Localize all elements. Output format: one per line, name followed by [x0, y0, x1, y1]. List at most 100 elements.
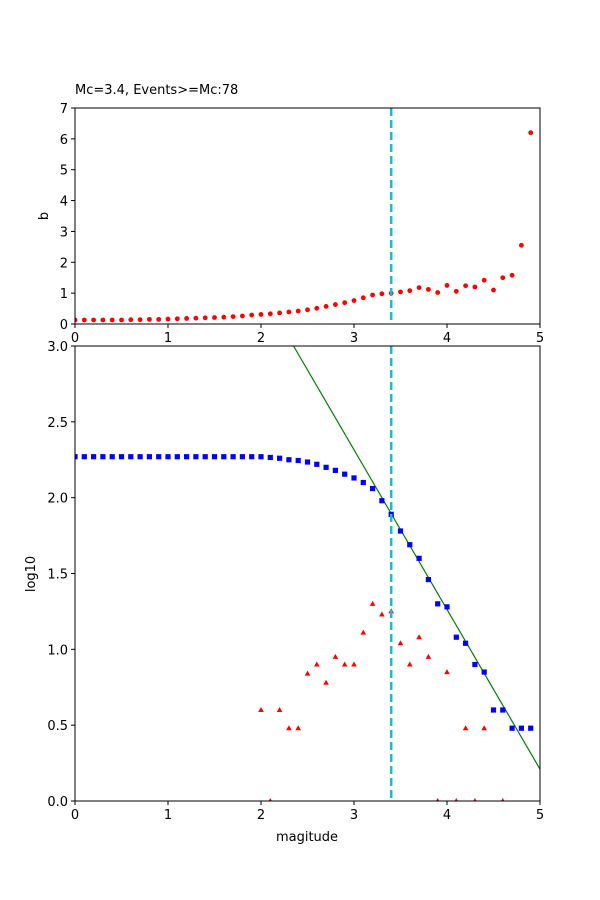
bottom-noncumulative-point — [416, 634, 422, 640]
bottom-x-tick-label: 5 — [536, 808, 544, 823]
bottom-cumulative-point — [528, 725, 534, 731]
bottom-x-tick-label: 2 — [257, 808, 265, 823]
bottom-y-tick-label: 0.0 — [47, 795, 68, 810]
top-b-value-point — [267, 311, 273, 317]
bottom-cumulative-point — [332, 467, 338, 473]
top-x-tick-label: 1 — [164, 331, 172, 346]
bottom-cumulative-point — [258, 454, 264, 460]
top-b-value-point — [128, 317, 134, 323]
top-b-value-point — [379, 291, 385, 297]
top-b-value-point — [500, 275, 506, 281]
bottom-cumulative-point — [137, 454, 143, 460]
bottom-cumulative-point — [397, 528, 404, 534]
top-b-value-point — [75, 317, 78, 323]
bottom-noncumulative-point — [332, 653, 339, 659]
top-b-value-point — [333, 302, 338, 307]
top-b-value-point — [426, 287, 431, 292]
top-b-value-point — [416, 285, 422, 290]
top-b-value-point — [156, 316, 162, 322]
bottom-cumulative-point — [184, 454, 190, 460]
top-b-value-point — [398, 289, 403, 295]
bottom-cumulative-point — [193, 454, 199, 460]
bottom-cumulative-point — [500, 707, 506, 713]
top-b-value-point — [509, 272, 515, 278]
top-b-value-point — [147, 316, 152, 322]
bottom-noncumulative-point — [481, 725, 487, 731]
top-b-value-point — [481, 277, 487, 283]
bottom-noncumulative-point — [258, 707, 264, 712]
bottom-cumulative-point — [453, 634, 459, 640]
top-y-axis-label: b — [37, 212, 52, 220]
bottom-clipped-marks — [75, 346, 540, 801]
bottom-cumulative-point — [472, 661, 478, 668]
top-b-value-point — [370, 292, 375, 298]
bottom-y-axis-label: log10 — [24, 556, 39, 592]
bottom-cumulative-point — [156, 454, 162, 460]
top-b-value-point — [407, 288, 413, 294]
top-b-value-point — [193, 315, 199, 321]
bottom-cumulative-point — [425, 576, 431, 583]
bottom-cumulative-point — [75, 454, 78, 460]
bottom-noncumulative-point — [379, 611, 385, 617]
bottom-cumulative-point — [221, 454, 227, 460]
bottom-noncumulative-point — [436, 798, 440, 801]
top-b-value-point — [165, 316, 171, 322]
top-y-tick-label: 7 — [60, 102, 68, 117]
top-b-value-point — [240, 313, 245, 319]
top-axes-frame — [74, 107, 541, 325]
bottom-noncumulative-point — [314, 661, 320, 667]
bottom-cumulative-point — [267, 454, 273, 461]
bottom-cumulative-point — [379, 498, 385, 504]
bottom-noncumulative-point — [473, 798, 477, 801]
top-b-value-point — [360, 295, 366, 301]
top-b-value-point — [221, 314, 227, 320]
bottom-cumulative-point — [211, 454, 218, 460]
bottom-noncumulative-point — [397, 640, 404, 646]
bottom-cumulative-point — [509, 725, 515, 731]
bottom-cumulative-point — [416, 555, 422, 561]
bottom-cumulative-point — [128, 454, 134, 460]
top-b-value-point — [491, 287, 496, 293]
top-b-value-point — [81, 317, 87, 323]
bottom-noncumulative-point — [276, 707, 283, 712]
top-x-tick-label: 4 — [443, 331, 451, 346]
top-chart-title: Mc=3.4, Events>=Mc:78 — [75, 83, 238, 98]
bottom-noncumulative-point — [341, 661, 348, 667]
top-x-tick-label: 5 — [536, 331, 544, 346]
bottom-cumulative-point — [323, 464, 329, 470]
bottom-noncumulative-point — [360, 629, 367, 635]
bottom-noncumulative-point — [425, 653, 432, 659]
top-y-tick-label: 2 — [60, 256, 68, 271]
bottom-y-tick-label: 2.0 — [47, 492, 68, 507]
bottom-noncumulative-point — [323, 679, 329, 685]
bottom-noncumulative-point — [369, 600, 376, 606]
top-axis-ticks: 0 1 2 3 4 5 0 1 2 3 4 5 6 7 — [60, 102, 544, 346]
top-b-value-point — [519, 242, 524, 248]
bottom-noncumulative-point — [268, 798, 272, 801]
top-b-value-point — [295, 308, 301, 314]
top-panel: Mc=3.4, Events>=Mc:78 b 0 1 2 3 4 5 0 1 2 3 4 5 6 7 — [37, 83, 544, 346]
top-y-tick-label: 5 — [60, 164, 68, 179]
top-y-tick-label: 6 — [60, 133, 68, 148]
bottom-cumulative-point — [435, 601, 441, 607]
bottom-cumulative-point — [100, 454, 106, 460]
top-x-tick-label: 3 — [350, 331, 358, 346]
bottom-cumulative-point — [249, 454, 255, 460]
bottom-cumulative-point — [360, 479, 366, 486]
bottom-y-tick-label: 1.5 — [47, 568, 68, 583]
bottom-cumulative-point — [304, 459, 311, 465]
bottom-cumulative-point — [286, 457, 292, 463]
bottom-x-axis-label: magitude — [276, 830, 338, 845]
top-b-value-point — [212, 315, 217, 320]
top-b-value-point — [444, 283, 450, 288]
bottom-noncumulative-point — [454, 798, 458, 801]
top-b-value-point — [91, 317, 96, 323]
bottom-cumulative-point — [314, 461, 320, 467]
top-y-tick-label: 1 — [60, 287, 68, 302]
bottom-cumulative-point — [146, 454, 152, 460]
top-b-value-point — [184, 316, 190, 321]
bottom-y-tick-label: 2.5 — [47, 416, 68, 431]
top-clipped-marks — [75, 130, 534, 323]
top-b-value-point — [277, 310, 282, 316]
bottom-cumulative-point — [202, 454, 208, 460]
